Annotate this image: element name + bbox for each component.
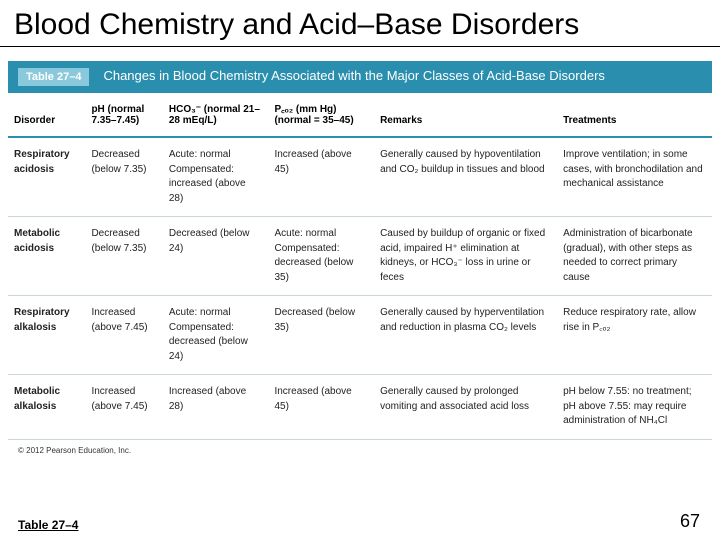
table-header-row: DisorderpH (normal 7.35–7.45)HCO₃⁻ (norm… <box>8 93 712 137</box>
table-cell: Increased (above 7.45) <box>85 375 162 440</box>
table-cell: Caused by buildup of organic or fixed ac… <box>374 217 557 296</box>
table-cell: Administration of bicarbonate (gradual),… <box>557 217 712 296</box>
table-body: Respiratory acidosisDecreased (below 7.3… <box>8 137 712 439</box>
table-banner: Table 27–4 Changes in Blood Chemistry As… <box>8 61 712 93</box>
page-title: Blood Chemistry and Acid–Base Disorders <box>0 0 720 47</box>
column-header: Disorder <box>8 93 85 137</box>
table-cell: Metabolic acidosis <box>8 217 85 296</box>
disorders-table: DisorderpH (normal 7.35–7.45)HCO₃⁻ (norm… <box>8 93 712 440</box>
table-cell: Generally caused by hypoventilation and … <box>374 137 557 217</box>
table-cell: Acute: normal Compensated: decreased (be… <box>268 217 374 296</box>
table-cell: Generally caused by hyperventilation and… <box>374 296 557 375</box>
table-cell: Increased (above 7.45) <box>85 296 162 375</box>
table-cell: Decreased (below 7.35) <box>85 217 162 296</box>
table-cell: Decreased (below 35) <box>268 296 374 375</box>
table-cell: Reduce respiratory rate, allow rise in P… <box>557 296 712 375</box>
table-cell: Acute: normal Compensated: increased (ab… <box>163 137 269 217</box>
column-header: P꜀ₒ₂ (mm Hg) (normal = 35–45) <box>268 93 374 137</box>
table-cell: Increased (above 28) <box>163 375 269 440</box>
table-cell: Increased (above 45) <box>268 137 374 217</box>
table-cell: Respiratory alkalosis <box>8 296 85 375</box>
footer-table-ref: Table 27–4 <box>18 518 78 532</box>
table-banner-title: Changes in Blood Chemistry Associated wi… <box>103 68 604 83</box>
table-row: Respiratory acidosisDecreased (below 7.3… <box>8 137 712 217</box>
table-cell: Metabolic alkalosis <box>8 375 85 440</box>
table-cell: Generally caused by prolonged vomiting a… <box>374 375 557 440</box>
table-cell: Decreased (below 24) <box>163 217 269 296</box>
table-cell: pH below 7.55: no treatment; pH above 7.… <box>557 375 712 440</box>
table-cell: Acute: normal Compensated: decreased (be… <box>163 296 269 375</box>
table-cell: Decreased (below 7.35) <box>85 137 162 217</box>
table-banner-label: Table 27–4 <box>18 68 89 86</box>
table-cell: Improve ventilation; in some cases, with… <box>557 137 712 217</box>
column-header: HCO₃⁻ (normal 21–28 mEq/L) <box>163 93 269 137</box>
table-cell: Respiratory acidosis <box>8 137 85 217</box>
column-header: Remarks <box>374 93 557 137</box>
table-row: Metabolic acidosisDecreased (below 7.35)… <box>8 217 712 296</box>
table-row: Metabolic alkalosisIncreased (above 7.45… <box>8 375 712 440</box>
page-number: 67 <box>680 511 700 532</box>
table-cell: Increased (above 45) <box>268 375 374 440</box>
copyright-text: © 2012 Pearson Education, Inc. <box>8 440 712 455</box>
divider <box>0 505 720 506</box>
table-row: Respiratory alkalosisIncreased (above 7.… <box>8 296 712 375</box>
table-container: Table 27–4 Changes in Blood Chemistry As… <box>8 61 712 455</box>
column-header: Treatments <box>557 93 712 137</box>
column-header: pH (normal 7.35–7.45) <box>85 93 162 137</box>
